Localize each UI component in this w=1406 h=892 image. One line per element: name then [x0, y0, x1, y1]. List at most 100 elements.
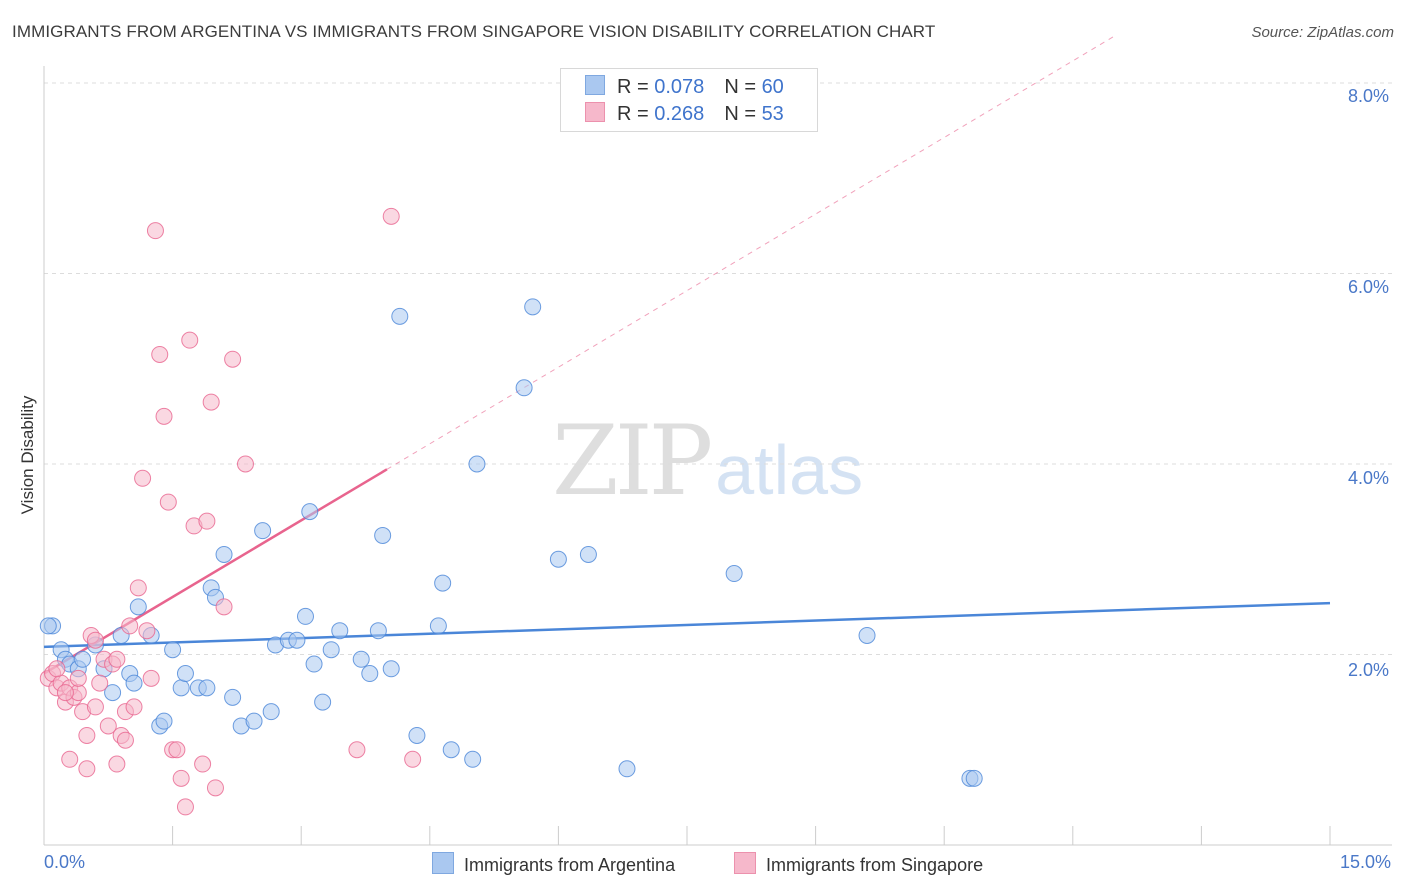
- y-tick-label: 8.0%: [1348, 86, 1390, 106]
- point-argentina: [314, 693, 332, 711]
- point-argentina: [74, 650, 92, 668]
- point-singapore: [142, 669, 160, 687]
- point-singapore: [121, 617, 139, 635]
- point-singapore: [146, 222, 164, 240]
- point-argentina: [549, 550, 567, 568]
- point-argentina: [579, 545, 597, 563]
- point-singapore: [236, 455, 254, 473]
- x-max-label: 15.0%: [1340, 852, 1392, 872]
- point-argentina: [374, 526, 392, 544]
- n-value: 60: [761, 76, 784, 98]
- legend-swatch-argentina: [432, 852, 454, 874]
- point-argentina: [172, 679, 190, 697]
- point-singapore: [159, 493, 177, 511]
- y-tick-label: 4.0%: [1348, 468, 1390, 488]
- point-argentina: [155, 712, 173, 730]
- point-argentina: [429, 617, 447, 635]
- point-singapore: [108, 755, 126, 773]
- point-singapore: [151, 345, 169, 363]
- point-argentina: [305, 655, 323, 673]
- n-label: N =: [724, 103, 762, 125]
- y-tick-label: 6.0%: [1348, 277, 1390, 297]
- point-argentina: [301, 503, 319, 521]
- point-argentina: [515, 379, 533, 397]
- point-argentina: [322, 641, 340, 659]
- point-argentina: [858, 626, 876, 644]
- point-argentina: [408, 726, 426, 744]
- point-singapore: [176, 798, 194, 816]
- argentina-swatch: [585, 75, 605, 95]
- point-argentina: [262, 703, 280, 721]
- point-singapore: [198, 512, 216, 530]
- point-argentina: [352, 650, 370, 668]
- point-singapore: [86, 631, 104, 649]
- point-singapore: [91, 674, 109, 692]
- legend-label: Immigrants from Argentina: [464, 855, 676, 875]
- r-value: 0.268: [654, 103, 705, 125]
- point-argentina: [382, 660, 400, 678]
- point-singapore: [181, 331, 199, 349]
- r-value: 0.078: [654, 76, 705, 98]
- point-singapore: [69, 669, 87, 687]
- gridlines: [44, 82, 1392, 655]
- trend-line-argentina: [43, 601, 1331, 649]
- point-argentina: [224, 688, 242, 706]
- point-singapore: [224, 350, 242, 368]
- stats-row-singapore: R = 0.268 N = 53: [585, 102, 784, 126]
- legend-item-singapore: Immigrants from Singapore: [734, 852, 983, 876]
- point-singapore: [78, 760, 96, 778]
- source-label: Source: ZipAtlas.com: [1251, 24, 1394, 41]
- point-argentina: [245, 712, 263, 730]
- point-argentina: [215, 545, 233, 563]
- point-argentina: [725, 565, 743, 583]
- point-argentina: [125, 674, 143, 692]
- point-singapore: [56, 684, 74, 702]
- point-argentina: [129, 598, 147, 616]
- point-argentina: [164, 641, 182, 659]
- point-argentina: [288, 631, 306, 649]
- point-argentina: [468, 455, 486, 473]
- singapore-swatch: [585, 102, 605, 122]
- point-singapore: [155, 407, 173, 425]
- n-label: N =: [724, 76, 762, 98]
- point-singapore: [348, 741, 366, 759]
- watermark-zip: ZIP: [552, 405, 713, 517]
- legend-item-argentina: Immigrants from Argentina: [432, 852, 675, 876]
- stats-row-argentina: R = 0.078 N = 60: [585, 75, 784, 99]
- n-value: 53: [761, 103, 784, 125]
- point-singapore: [382, 207, 400, 225]
- point-singapore: [202, 393, 220, 411]
- watermark-atlas: atlas: [715, 431, 864, 509]
- point-singapore: [206, 779, 224, 797]
- point-argentina: [369, 622, 387, 640]
- point-singapore: [172, 769, 190, 787]
- point-argentina: [331, 622, 349, 640]
- point-singapore: [108, 650, 126, 668]
- legend-swatch-singapore: [734, 852, 756, 874]
- r-label: R =: [617, 103, 655, 125]
- point-singapore: [404, 750, 422, 768]
- point-argentina: [198, 679, 216, 697]
- point-argentina: [254, 522, 272, 540]
- point-argentina: [524, 298, 542, 316]
- point-singapore: [86, 698, 104, 716]
- point-singapore: [168, 741, 186, 759]
- point-argentina: [965, 769, 983, 787]
- point-argentina: [618, 760, 636, 778]
- r-label: R =: [617, 76, 655, 98]
- point-argentina: [39, 617, 57, 635]
- point-singapore: [215, 598, 233, 616]
- point-singapore: [116, 731, 134, 749]
- point-argentina: [104, 684, 122, 702]
- point-singapore: [61, 750, 79, 768]
- point-argentina: [442, 741, 460, 759]
- point-singapore: [138, 622, 156, 640]
- data-points: [39, 207, 983, 816]
- y-tick-label: 2.0%: [1348, 660, 1390, 680]
- point-argentina: [434, 574, 452, 592]
- point-singapore: [48, 660, 66, 678]
- point-singapore: [125, 698, 143, 716]
- point-singapore: [99, 717, 117, 735]
- point-argentina: [391, 307, 409, 325]
